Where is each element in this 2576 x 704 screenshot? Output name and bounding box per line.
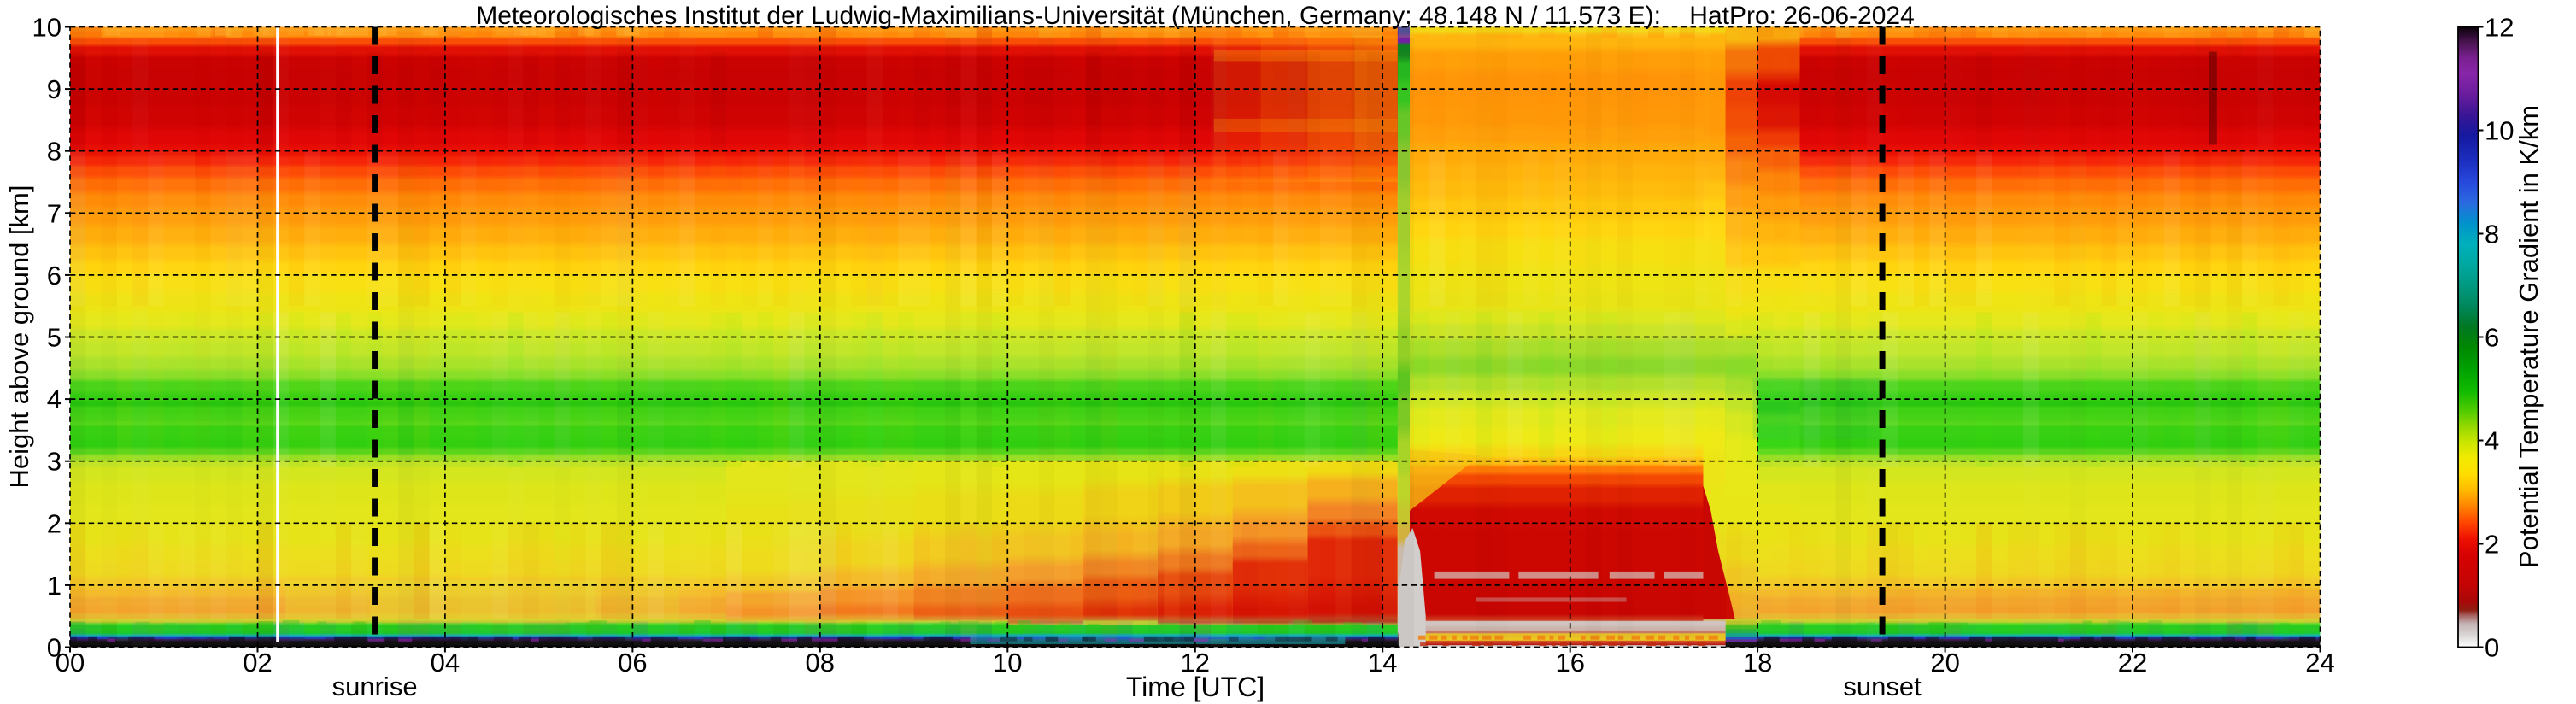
svg-text:0: 0 xyxy=(2485,633,2499,663)
svg-text:04: 04 xyxy=(431,648,460,678)
svg-text:8: 8 xyxy=(2485,220,2499,249)
svg-text:8: 8 xyxy=(47,137,62,167)
svg-text:06: 06 xyxy=(618,648,647,678)
svg-text:02: 02 xyxy=(243,648,272,678)
svg-text:10: 10 xyxy=(32,13,62,43)
svg-text:9: 9 xyxy=(47,74,62,104)
svg-text:4: 4 xyxy=(47,384,62,414)
svg-text:08: 08 xyxy=(806,648,835,678)
svg-text:16: 16 xyxy=(1555,648,1584,678)
svg-text:Height above ground [km]: Height above ground [km] xyxy=(4,185,34,489)
svg-text:14: 14 xyxy=(1368,648,1397,678)
svg-text:sunset: sunset xyxy=(1843,672,1922,701)
svg-text:5: 5 xyxy=(47,323,62,353)
svg-text:7: 7 xyxy=(47,198,62,228)
svg-text:00: 00 xyxy=(56,648,85,678)
svg-text:Time [UTC]: Time [UTC] xyxy=(1126,672,1265,702)
svg-text:0: 0 xyxy=(47,633,62,663)
svg-text:6: 6 xyxy=(2485,323,2499,353)
svg-text:Potential Temperature Gradient: Potential Temperature Gradient in K/km xyxy=(2514,105,2544,568)
svg-text:3: 3 xyxy=(47,447,62,477)
svg-text:12: 12 xyxy=(2485,13,2514,43)
svg-text:24: 24 xyxy=(2305,648,2334,678)
svg-text:20: 20 xyxy=(1930,648,1959,678)
svg-text:4: 4 xyxy=(2485,426,2499,456)
svg-text:22: 22 xyxy=(2118,648,2147,678)
svg-text:18: 18 xyxy=(1743,648,1772,678)
svg-text:1: 1 xyxy=(47,571,62,601)
svg-text:2: 2 xyxy=(47,508,62,538)
svg-text:6: 6 xyxy=(47,261,62,290)
svg-text:sunrise: sunrise xyxy=(332,672,418,701)
svg-text:2: 2 xyxy=(2485,530,2499,560)
svg-text:10: 10 xyxy=(993,648,1022,678)
svg-text:10: 10 xyxy=(2485,116,2514,146)
svg-text:Meteorologisches Institut der: Meteorologisches Institut der Ludwig-Max… xyxy=(476,2,1915,30)
svg-text:12: 12 xyxy=(1181,648,1210,678)
